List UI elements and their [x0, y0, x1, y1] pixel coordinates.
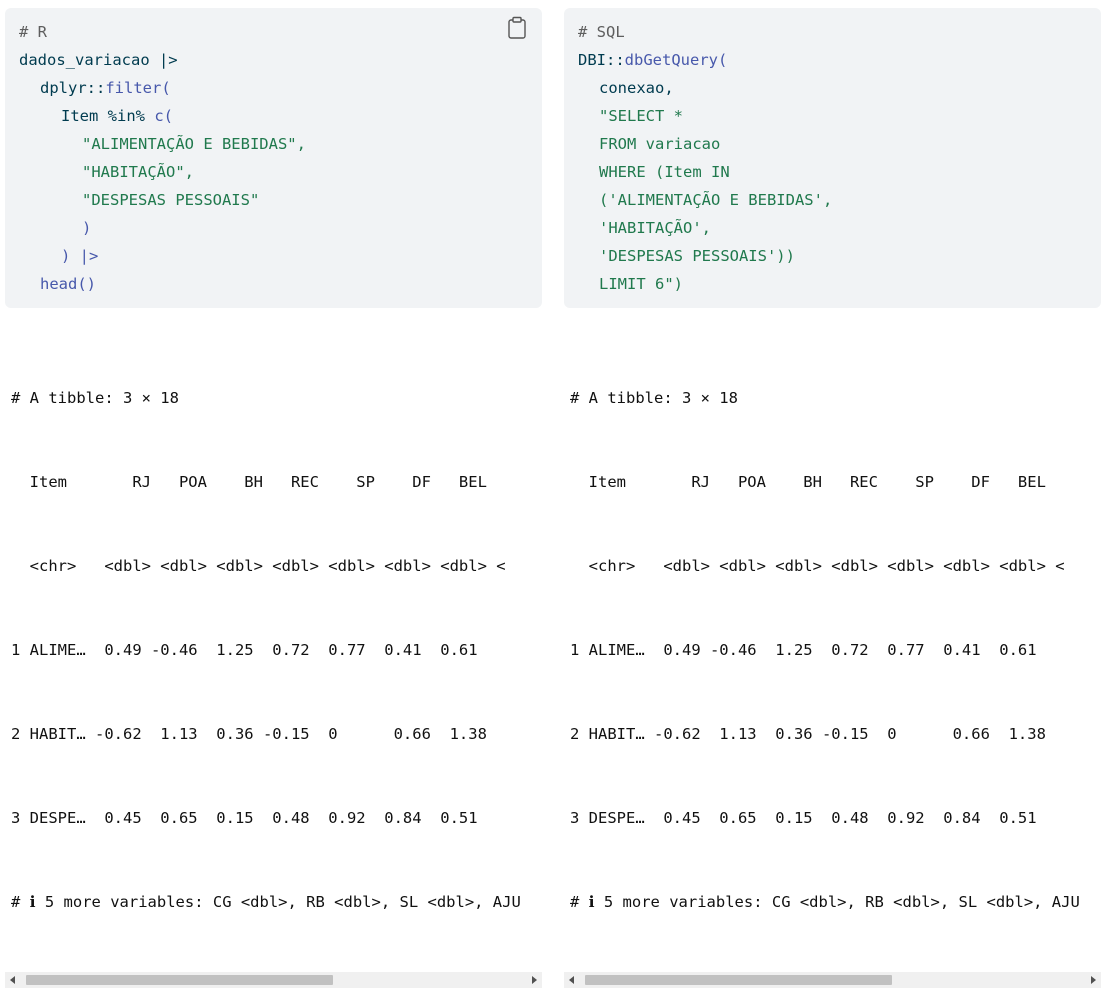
r-panel: # R dados_variacao |> dplyr::filter( Ite… — [5, 8, 542, 988]
code-function: dbGetQuery — [624, 51, 718, 69]
code-line: ) |> — [61, 247, 99, 265]
r-output-text[interactable]: # A tibble: 3 × 18 Item RJ POA BH REC SP… — [5, 328, 542, 972]
code-string: 'DESPESAS PESSOAIS')) — [599, 247, 795, 265]
output-line: # ℹ 5 more variables: CG <dbl>, RB <dbl>… — [570, 893, 1080, 911]
output-line: 2 HABIT… -0.62 1.13 0.36 -0.15 0 0.66 1.… — [570, 725, 1065, 743]
clipboard-icon — [508, 16, 526, 39]
scroll-right-button[interactable] — [1085, 972, 1101, 988]
scroll-right-button[interactable] — [526, 972, 542, 988]
output-line: # A tibble: 3 × 18 — [570, 389, 738, 407]
horizontal-scrollbar[interactable] — [564, 972, 1101, 988]
output-line: 3 DESPE… 0.45 0.65 0.15 0.48 0.92 0.84 0… — [570, 809, 1065, 827]
code-line: Item %in% c( — [19, 102, 542, 130]
arrow-right-icon — [532, 976, 537, 984]
scroll-left-button[interactable] — [5, 972, 21, 988]
sql-code-block: # SQL DBI::dbGetQuery( conexao, "SELECT … — [564, 8, 1101, 308]
code-comment: # SQL — [578, 23, 625, 41]
code-text: Item %in% — [61, 107, 155, 125]
output-line: 3 DESPE… 0.45 0.65 0.15 0.48 0.92 0.84 0… — [11, 809, 506, 827]
output-line: # A tibble: 3 × 18 — [11, 389, 179, 407]
output-line: 1 ALIME… 0.49 -0.46 1.25 0.72 0.77 0.41 … — [570, 641, 1065, 659]
sql-output: # A tibble: 3 × 18 Item RJ POA BH REC SP… — [564, 328, 1101, 988]
code-function: head — [40, 275, 78, 293]
code-function: c — [154, 107, 164, 125]
code-string: ('ALIMENTAÇÃO E BEBIDAS', — [599, 191, 833, 209]
arrow-left-icon — [10, 976, 15, 984]
code-paren: ( — [163, 107, 174, 125]
output-line: 1 ALIME… 0.49 -0.46 1.25 0.72 0.77 0.41 … — [11, 641, 506, 659]
arrow-left-icon — [569, 976, 574, 984]
output-line: Item RJ POA BH REC SP DF BEL — [570, 473, 1074, 491]
code-paren: ( — [718, 51, 728, 69]
code-namespace: dplyr:: — [40, 79, 106, 97]
scroll-left-button[interactable] — [564, 972, 580, 988]
code-line: head() — [19, 270, 542, 298]
code-paren: ( — [161, 79, 171, 97]
code-text: dados_variacao |> — [19, 51, 178, 69]
code-string: LIMIT 6") — [599, 275, 683, 293]
code-comment: # R — [19, 23, 47, 41]
code-function: filter — [105, 79, 162, 97]
code-string: "ALIMENTAÇÃO E BEBIDAS", — [82, 135, 306, 153]
code-line: conexao, — [599, 79, 674, 97]
scrollbar-thumb[interactable] — [26, 975, 333, 985]
copy-code-button[interactable] — [506, 16, 528, 40]
code-string: WHERE (Item IN — [599, 163, 730, 181]
code-line: DBI::dbGetQuery( — [578, 46, 1101, 74]
output-line: 2 HABIT… -0.62 1.13 0.36 -0.15 0 0.66 1.… — [11, 725, 506, 743]
output-line: Item RJ POA BH REC SP DF BEL — [11, 473, 515, 491]
code-string: "DESPESAS PESSOAIS" — [82, 191, 260, 209]
output-line: <chr> <dbl> <dbl> <dbl> <dbl> <dbl> <dbl… — [570, 557, 1065, 575]
r-code-block: # R dados_variacao |> dplyr::filter( Ite… — [5, 8, 542, 308]
output-line: # ℹ 5 more variables: CG <dbl>, RB <dbl>… — [11, 893, 521, 911]
code-namespace: DBI:: — [578, 51, 625, 69]
sql-panel: # SQL DBI::dbGetQuery( conexao, "SELECT … — [564, 8, 1101, 988]
horizontal-scrollbar[interactable] — [5, 972, 542, 988]
scrollbar-thumb[interactable] — [585, 975, 892, 985]
code-string: "HABITAÇÃO", — [82, 163, 194, 181]
code-string: FROM variacao — [599, 135, 721, 153]
arrow-right-icon — [1091, 976, 1096, 984]
code-paren: ) — [82, 219, 92, 237]
output-line: <chr> <dbl> <dbl> <dbl> <dbl> <dbl> <dbl… — [11, 557, 506, 575]
r-output: # A tibble: 3 × 18 Item RJ POA BH REC SP… — [5, 328, 542, 988]
page: # R dados_variacao |> dplyr::filter( Ite… — [5, 8, 1101, 988]
code-line: dados_variacao |> — [19, 46, 542, 74]
code-string: "SELECT * — [599, 107, 683, 125]
sql-output-text[interactable]: # A tibble: 3 × 18 Item RJ POA BH REC SP… — [564, 328, 1101, 972]
code-line: dplyr::filter( — [19, 74, 542, 102]
code-string: 'HABITAÇÃO', — [599, 219, 711, 237]
code-paren: () — [77, 275, 96, 293]
